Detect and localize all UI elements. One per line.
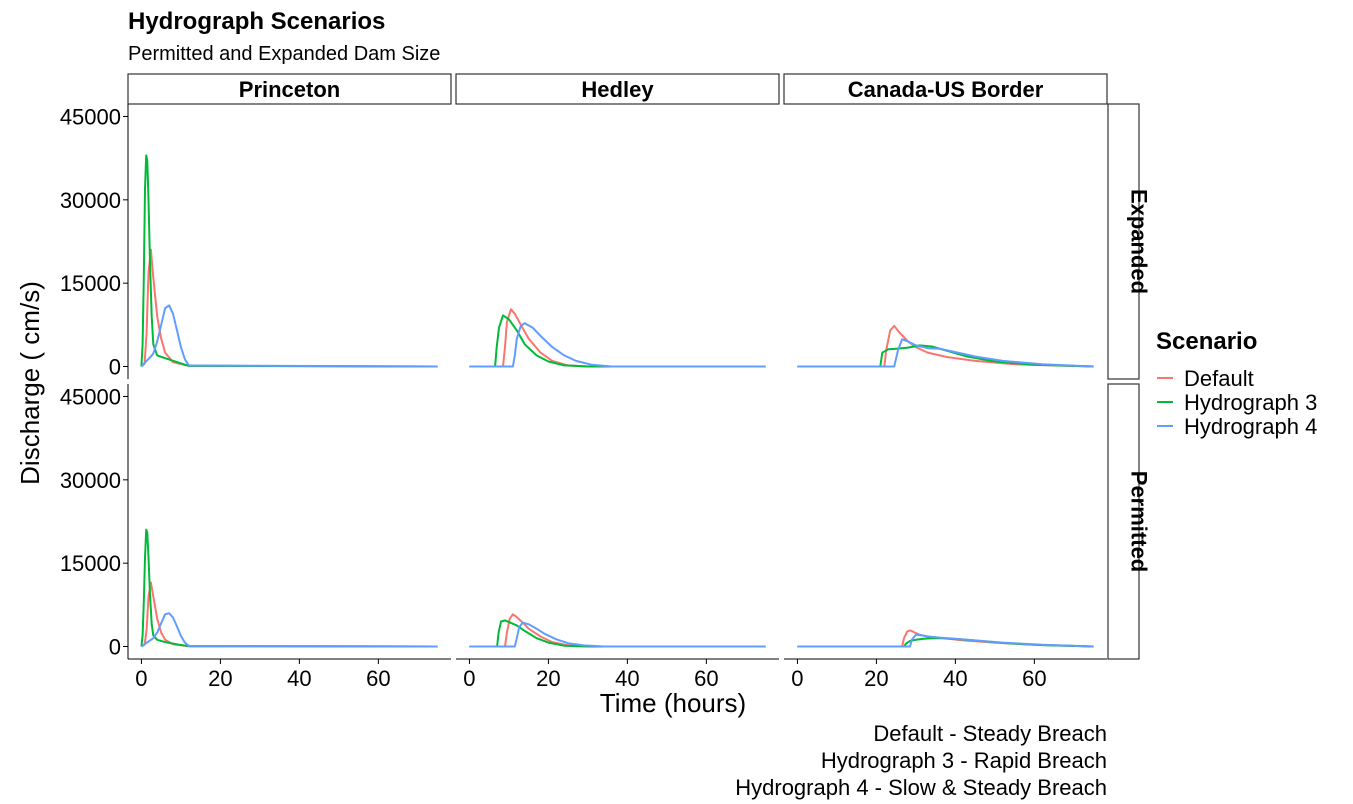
facet-panels: Princeton Hedley Canada-US Border Expanded P…: [60, 73, 1152, 691]
series-line-hedley-expanded-hydrograph-4: [469, 322, 766, 368]
series-line-princeton-permitted-hydrograph-3: [140, 528, 438, 648]
x-tick-label: 60: [366, 666, 390, 691]
x-tick-label: 40: [615, 666, 639, 691]
y-tick-label: 0: [109, 635, 121, 660]
series-line-hedley-permitted-hydrograph-4: [469, 621, 766, 648]
y-tick-label: 0: [109, 355, 121, 380]
series-line-canada-us-border-expanded-hydrograph-4: [797, 338, 1094, 368]
strip-box-permitted: [1107, 383, 1140, 660]
y-tick-label: 45000: [60, 385, 121, 410]
x-tick-label: 0: [135, 666, 147, 691]
x-tick-label: 0: [463, 666, 475, 691]
x-tick-label: 60: [1022, 666, 1046, 691]
strip-box-expanded: [1107, 103, 1140, 380]
series-line-hedley-permitted-default: [469, 613, 766, 648]
legend-title: Scenario: [1156, 328, 1257, 355]
series-line-princeton-permitted-default: [140, 581, 438, 648]
strip-label-canada-us-border: Canada-US Border: [848, 77, 1044, 102]
strip-box-canada-us-border: [783, 73, 1108, 105]
x-tick-label: 40: [943, 666, 967, 691]
series-line-hedley-permitted-hydrograph-3: [469, 619, 766, 648]
series-line-hedley-expanded-hydrograph-3: [469, 314, 766, 368]
strip-label-princeton: Princeton: [239, 77, 340, 102]
y-axis-title: Discharge ( cm/s): [15, 281, 45, 485]
strip-box-princeton: [127, 73, 452, 105]
series-line-princeton-expanded-hydrograph-3: [140, 154, 438, 368]
x-axis-title: Time (hours): [600, 688, 746, 718]
legend-label-hydrograph-3: Hydrograph 3: [1184, 390, 1317, 415]
x-tick-label: 20: [208, 666, 232, 691]
strip-label-permitted: Permitted: [1127, 471, 1152, 572]
caption-line: Default - Steady Breach: [873, 721, 1107, 746]
caption-line: Hydrograph 4 - Slow & Steady Breach: [735, 775, 1107, 800]
y-tick-label: 45000: [60, 105, 121, 130]
x-tick-label: 20: [864, 666, 888, 691]
series-line-princeton-permitted-hydrograph-4: [140, 612, 438, 648]
strip-label-hedley: Hedley: [581, 77, 654, 102]
series-line-princeton-expanded-hydrograph-4: [140, 304, 438, 368]
y-tick-label: 15000: [60, 271, 121, 296]
x-tick-label: 0: [791, 666, 803, 691]
x-tick-label: 40: [287, 666, 311, 691]
strip-box-hedley: [455, 73, 780, 105]
series-line-canada-us-border-permitted-hydrograph-4: [797, 633, 1094, 648]
legend-label-default: Default: [1184, 366, 1254, 391]
caption-line: Hydrograph 3 - Rapid Breach: [821, 748, 1107, 773]
chart-subtitle: Permitted and Expanded Dam Size: [128, 43, 440, 65]
series-line-canada-us-border-expanded-default: [797, 324, 1094, 368]
chart-title: Hydrograph Scenarios: [128, 8, 385, 35]
y-tick-label: 15000: [60, 551, 121, 576]
x-tick-label: 60: [694, 666, 718, 691]
y-tick-label: 30000: [60, 468, 121, 493]
x-tick-label: 20: [536, 666, 560, 691]
y-tick-label: 30000: [60, 188, 121, 213]
legend-label-hydrograph-4: Hydrograph 4: [1184, 414, 1317, 439]
series-line-princeton-expanded-default: [140, 248, 438, 368]
strip-label-expanded: Expanded: [1127, 189, 1152, 294]
